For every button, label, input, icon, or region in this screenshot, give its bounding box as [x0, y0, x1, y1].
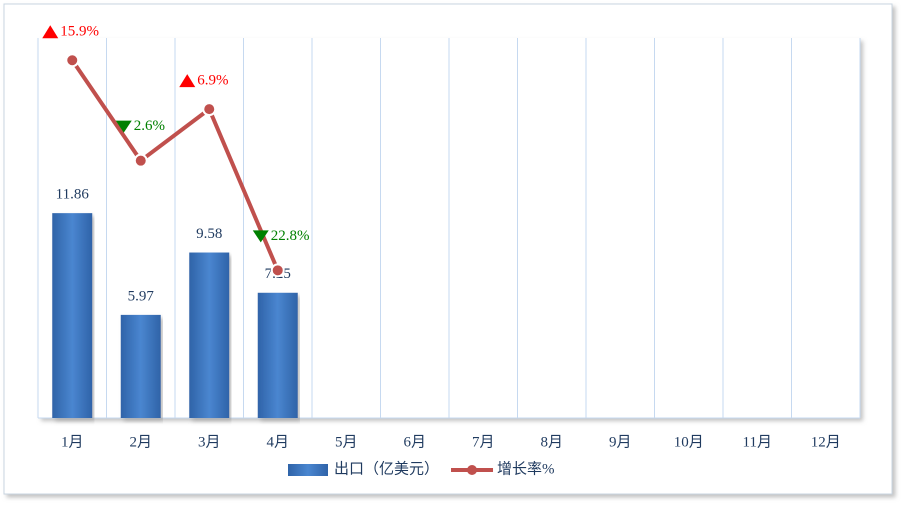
x-tick-label: 4月 [266, 434, 289, 450]
x-tick-label: 8月 [540, 434, 563, 450]
line [70, 59, 280, 272]
bar [257, 292, 298, 418]
x-tick-label: 11月 [743, 434, 772, 450]
bar [189, 252, 230, 418]
line-point [202, 102, 217, 117]
data-label: 22.8% [271, 228, 310, 244]
data-label: 5.97 [128, 288, 155, 304]
bar [52, 213, 93, 418]
legend-swatch [467, 465, 478, 475]
x-tick-label: 2月 [129, 434, 152, 450]
x-tick-label: 5月 [335, 434, 358, 450]
legend-swatch [288, 464, 328, 476]
bar [120, 314, 161, 418]
line-point [270, 263, 285, 278]
data-label: 15.9% [60, 24, 99, 40]
data-label: 11.86 [56, 187, 90, 203]
x-tick-label: 10月 [674, 434, 704, 450]
x-tick-label: 6月 [403, 434, 426, 450]
up-arrow [42, 25, 59, 39]
line-point [65, 53, 80, 68]
data-label: 2.6% [134, 118, 165, 134]
down-arrow [252, 230, 269, 243]
data-label: 9.58 [196, 226, 222, 242]
up-arrow [179, 74, 196, 88]
down-arrow [115, 120, 132, 133]
x-tick-label: 12月 [811, 434, 841, 450]
legend-label: 增长率% [497, 460, 555, 477]
x-tick-label: 9月 [609, 434, 632, 450]
x-tick-label: 3月 [198, 434, 221, 450]
data-label: 6.9% [197, 73, 228, 89]
legend-label: 出口（亿美元） [334, 460, 439, 477]
x-tick-label: 1月 [61, 434, 84, 450]
x-tick-label: 7月 [472, 434, 495, 450]
line-point [133, 153, 148, 168]
